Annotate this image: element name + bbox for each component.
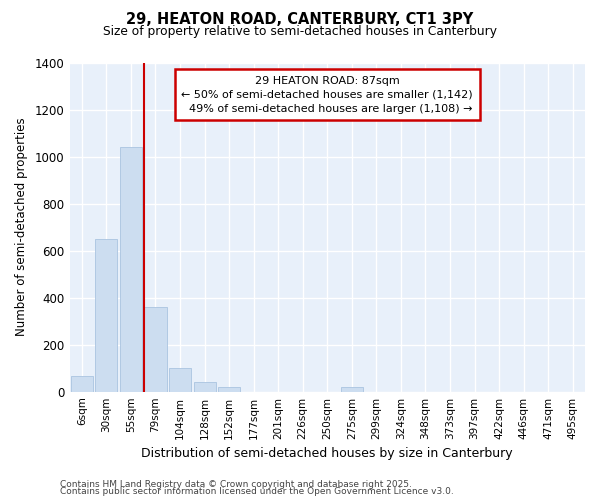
Text: Contains public sector information licensed under the Open Government Licence v3: Contains public sector information licen…: [60, 488, 454, 496]
Text: Contains HM Land Registry data © Crown copyright and database right 2025.: Contains HM Land Registry data © Crown c…: [60, 480, 412, 489]
Text: 29, HEATON ROAD, CANTERBURY, CT1 3PY: 29, HEATON ROAD, CANTERBURY, CT1 3PY: [127, 12, 473, 28]
Bar: [145, 307, 167, 392]
Bar: [218, 387, 240, 392]
Text: 29 HEATON ROAD: 87sqm
← 50% of semi-detached houses are smaller (1,142)
  49% of: 29 HEATON ROAD: 87sqm ← 50% of semi-deta…: [181, 76, 473, 114]
Bar: [120, 147, 142, 392]
Bar: [169, 368, 191, 392]
Text: Size of property relative to semi-detached houses in Canterbury: Size of property relative to semi-detach…: [103, 25, 497, 38]
X-axis label: Distribution of semi-detached houses by size in Canterbury: Distribution of semi-detached houses by …: [142, 447, 513, 460]
Bar: [341, 387, 363, 392]
Bar: [71, 376, 93, 392]
Bar: [95, 239, 118, 392]
Bar: [194, 382, 215, 392]
Y-axis label: Number of semi-detached properties: Number of semi-detached properties: [15, 118, 28, 336]
